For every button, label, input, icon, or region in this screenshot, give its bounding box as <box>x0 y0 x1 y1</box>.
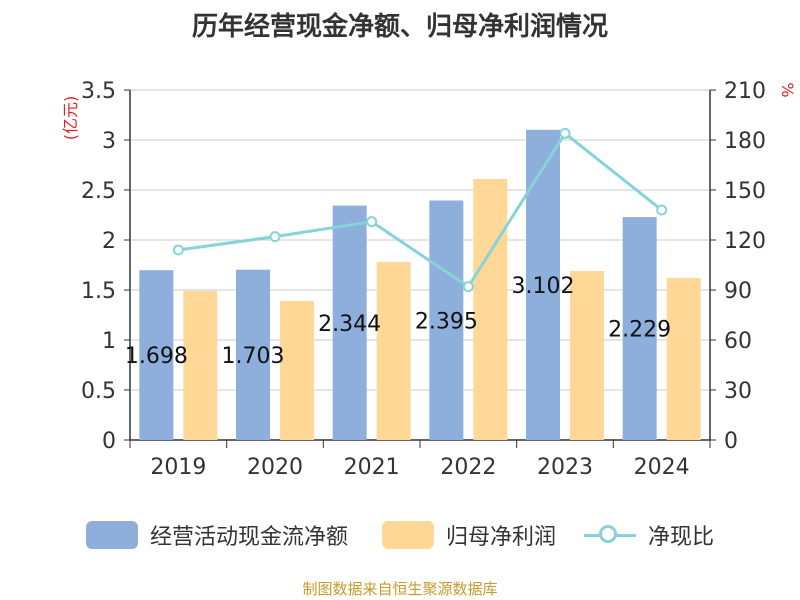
y-right-tick-label: 60 <box>724 329 752 354</box>
bar-net-profit <box>666 278 701 440</box>
legend-label-operating-cash-flow: 经营活动现金流净额 <box>150 525 349 550</box>
data-label-operating-cash-flow: 2.344 <box>318 312 381 337</box>
x-tick-label: 2021 <box>344 455 400 480</box>
bar-operating-cash-flow <box>236 269 270 440</box>
bar-net-profit <box>280 301 314 440</box>
chart-title: 历年经营现金净额、归母净利润情况 <box>191 12 608 42</box>
y-right-tick-label: 0 <box>724 429 738 454</box>
x-tick-label: 2019 <box>150 455 206 480</box>
y-left-tick-label: 3.5 <box>81 79 116 104</box>
legend-item-cash-ratio[interactable]: 净现比 <box>584 518 714 552</box>
y-left-axis-label: (亿元) <box>61 96 80 141</box>
point-cash-ratio <box>462 281 474 293</box>
data-label-operating-cash-flow: 1.703 <box>222 344 285 369</box>
bar-operating-cash-flow <box>332 205 367 440</box>
y-right-tick-label: 90 <box>724 279 752 304</box>
bar-net-profit <box>183 291 218 440</box>
bar-operating-cash-flow <box>526 129 560 441</box>
y-left-tick-label: 1 <box>102 329 116 354</box>
legend-label-cash-ratio: 净现比 <box>648 525 715 550</box>
point-cash-ratio <box>366 216 378 228</box>
data-label-operating-cash-flow: 1.698 <box>125 344 188 369</box>
bar-net-profit <box>376 262 411 440</box>
line-cash-ratio <box>178 131 663 289</box>
x-tick-label: 2022 <box>440 455 496 480</box>
chart-legend: 经营活动现金流净额 归母净利润 净现比 <box>0 518 800 552</box>
legend-swatch-net-profit <box>382 521 434 549</box>
x-tick-label: 2023 <box>537 455 593 480</box>
bar-operating-cash-flow <box>429 200 464 440</box>
point-cash-ratio <box>172 244 184 256</box>
legend-swatch-cash-ratio <box>584 521 636 549</box>
bar-net-profit <box>473 179 508 440</box>
x-tick-label: 2020 <box>247 455 303 480</box>
legend-item-operating-cash-flow[interactable]: 经营活动现金流净额 <box>86 518 348 552</box>
data-label-operating-cash-flow: 3.102 <box>512 274 575 299</box>
data-source-note: 制图数据来自恒生聚源数据库 <box>302 580 498 598</box>
y-left-tick-label: 1.5 <box>81 279 116 304</box>
y-right-axis-label: % <box>778 82 797 97</box>
x-tick-label: 2024 <box>634 455 690 480</box>
y-right-tick-label: 180 <box>724 129 766 154</box>
point-cash-ratio <box>559 127 571 139</box>
y-right-tick-label: 120 <box>724 229 766 254</box>
data-label-operating-cash-flow: 2.229 <box>608 318 671 343</box>
bar-operating-cash-flow <box>622 217 657 440</box>
bar-net-profit <box>570 271 604 440</box>
y-left-tick-label: 0 <box>102 429 116 454</box>
y-left-tick-label: 0.5 <box>81 379 116 404</box>
y-left-tick-label: 3 <box>102 129 116 154</box>
y-right-tick-label: 210 <box>724 79 766 104</box>
y-left-tick-label: 2 <box>102 229 116 254</box>
legend-swatch-operating-cash-flow <box>86 521 138 549</box>
legend-item-net-profit[interactable]: 归母净利润 <box>382 518 556 552</box>
bar-operating-cash-flow <box>139 270 174 440</box>
data-label-operating-cash-flow: 2.395 <box>415 309 478 334</box>
point-cash-ratio <box>656 204 668 216</box>
legend-label-net-profit: 归母净利润 <box>446 525 557 550</box>
y-left-tick-label: 2.5 <box>81 179 116 204</box>
point-cash-ratio <box>269 231 281 243</box>
y-right-tick-label: 30 <box>724 379 752 404</box>
y-right-tick-label: 150 <box>724 179 766 204</box>
